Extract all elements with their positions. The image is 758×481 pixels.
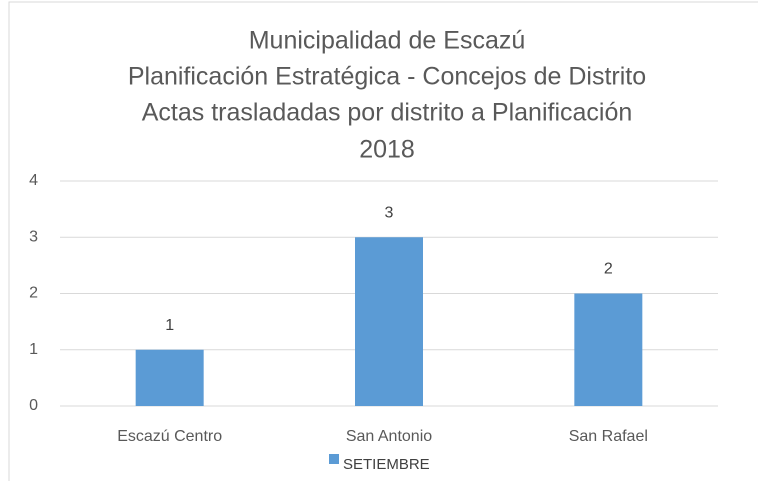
data-label: 2 bbox=[604, 261, 613, 278]
legend-swatch bbox=[329, 454, 339, 464]
x-tick-label: Escazú Centro bbox=[117, 428, 222, 445]
y-tick-label: 3 bbox=[29, 228, 38, 245]
bar bbox=[574, 293, 643, 406]
y-tick-label: 0 bbox=[29, 397, 38, 414]
chart-title: 2018 bbox=[359, 136, 415, 164]
chart-title: Actas trasladadas por distrito a Planifi… bbox=[142, 99, 633, 127]
bar bbox=[355, 237, 423, 406]
chart-title: Municipalidad de Escazú bbox=[249, 27, 526, 55]
x-tick-label: San Antonio bbox=[346, 428, 432, 445]
y-tick-label: 4 bbox=[29, 172, 38, 189]
bar bbox=[135, 349, 204, 406]
y-tick-label: 2 bbox=[29, 285, 38, 302]
data-label: 1 bbox=[165, 317, 174, 334]
x-tick-label: San Rafael bbox=[569, 428, 648, 445]
y-tick-label: 1 bbox=[29, 341, 38, 358]
chart-border bbox=[8, 1, 758, 481]
data-label: 3 bbox=[385, 204, 394, 221]
chart-title: Planificación Estratégica - Concejos de … bbox=[128, 63, 646, 91]
legend-label: SETIEMBRE bbox=[343, 456, 430, 473]
